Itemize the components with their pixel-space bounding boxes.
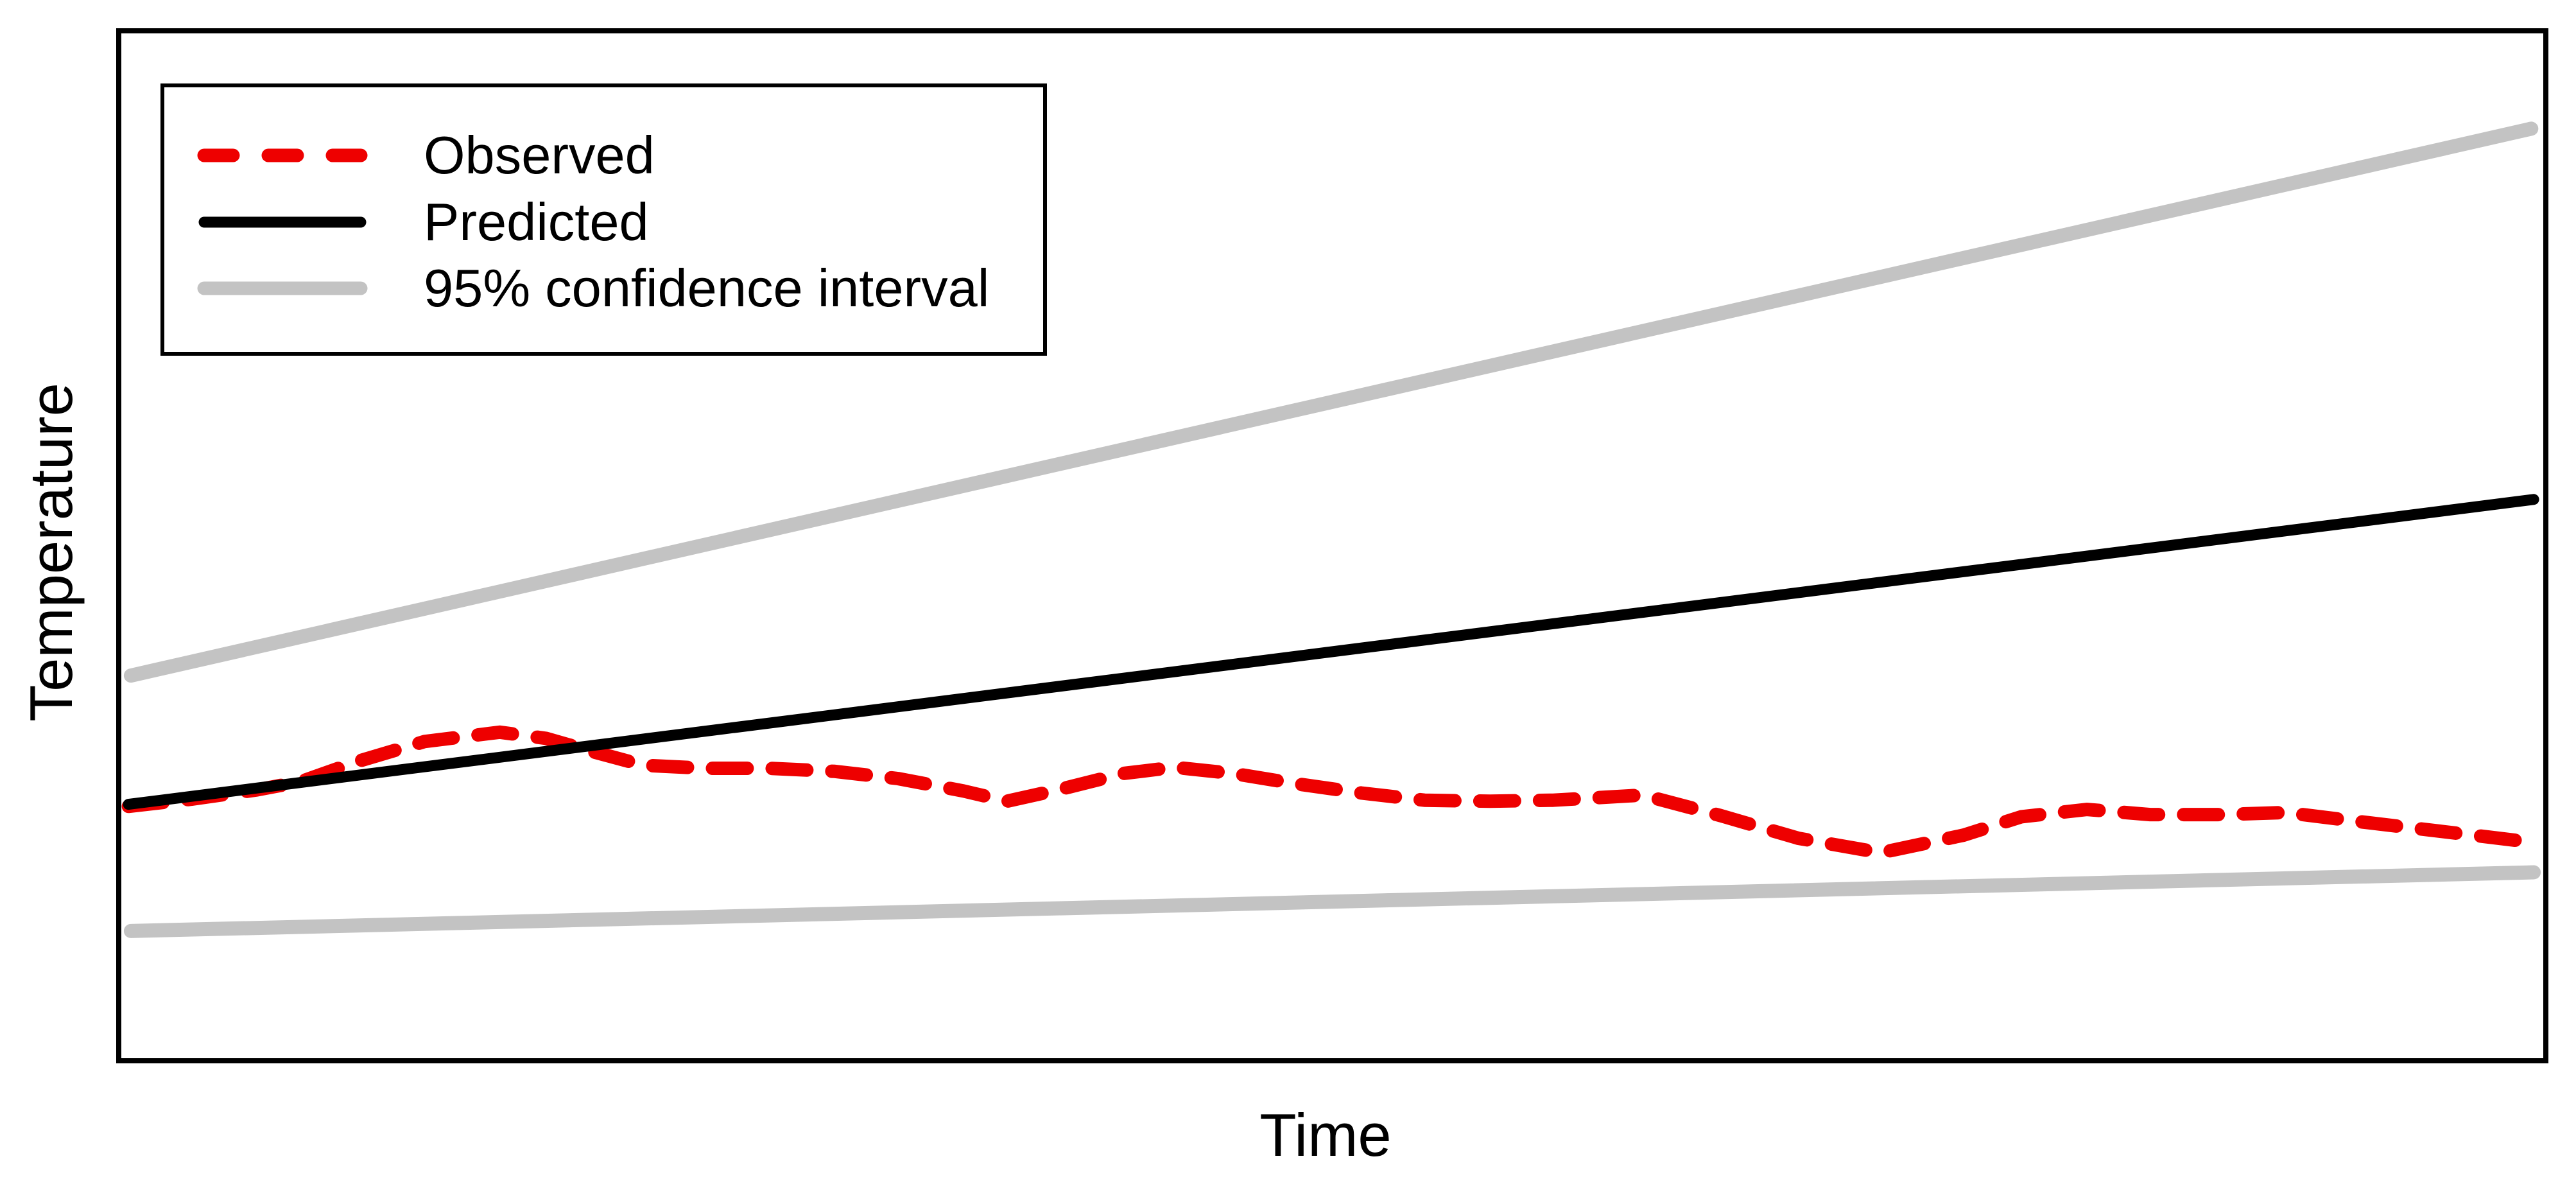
legend-label-observed: Observed bbox=[424, 125, 655, 185]
series-layer bbox=[121, 121, 2541, 938]
legend-label-predicted: Predicted bbox=[424, 192, 649, 252]
legend-label-confidence-interval: 95% confidence interval bbox=[424, 258, 989, 318]
x-axis-label: Time bbox=[1259, 1101, 1391, 1169]
legend-box: Observed Predicted 95% confidence interv… bbox=[160, 83, 1047, 356]
series-line-95-confidence-interval-upper-bound bbox=[123, 121, 2539, 683]
plot-border bbox=[116, 28, 2548, 1063]
series-line-95-confidence-interval-lower-bound bbox=[123, 865, 2541, 938]
series-line-predicted bbox=[123, 494, 2539, 810]
legend-sample-lines bbox=[197, 148, 368, 295]
y-axis-label: Temperature bbox=[17, 383, 85, 722]
series-line-observed bbox=[121, 725, 2541, 860]
